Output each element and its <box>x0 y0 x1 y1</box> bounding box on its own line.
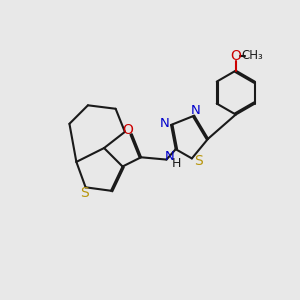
Text: O: O <box>230 49 241 63</box>
Text: O: O <box>122 123 133 137</box>
Text: N: N <box>164 150 174 163</box>
Text: CH₃: CH₃ <box>242 50 263 62</box>
Text: N: N <box>160 117 170 130</box>
Text: H: H <box>172 157 182 170</box>
Text: N: N <box>190 104 200 117</box>
Text: S: S <box>80 186 89 200</box>
Text: S: S <box>194 154 203 168</box>
